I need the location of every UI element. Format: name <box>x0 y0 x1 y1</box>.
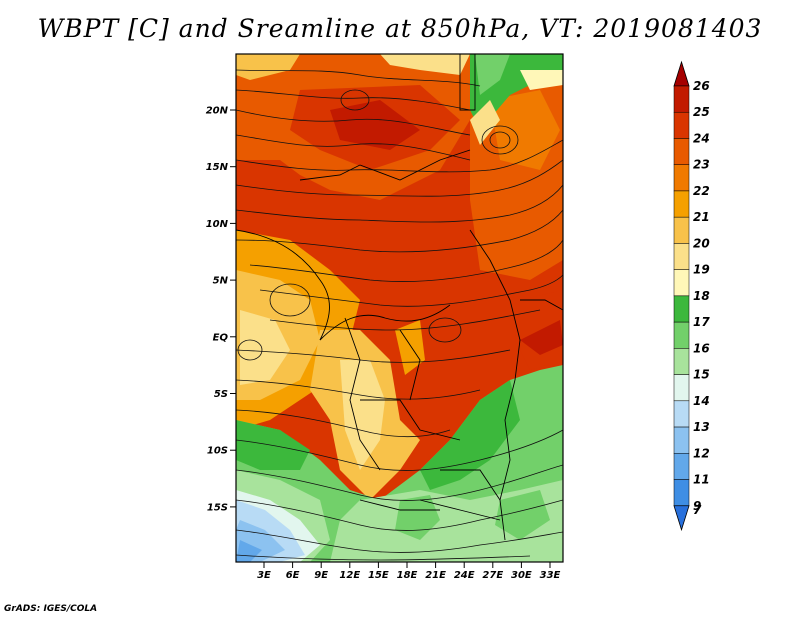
lat-tick-label: 20N <box>206 106 229 117</box>
colorbar-segment <box>673 321 690 349</box>
colorbar-segment <box>673 269 690 297</box>
map-frame <box>235 53 564 563</box>
colorbar-segment <box>673 243 690 270</box>
colorbar-label: 16 <box>693 341 710 355</box>
lat-tick-label: 5S <box>214 389 228 400</box>
lat-tick-label: 15N <box>206 162 229 173</box>
colorbar-label: 7 <box>693 503 702 517</box>
longitude-axis: 3E 6E 9E 12E 15E 18E 21E 24E 27E 30E 33E <box>257 562 561 581</box>
lon-tick-label: 12E <box>339 570 360 581</box>
colorbar-label: 22 <box>693 184 710 198</box>
lon-tick-label: 27E <box>482 570 503 581</box>
colorbar-segment <box>673 190 690 218</box>
colorbar-segment <box>673 426 690 454</box>
wbpt-field <box>236 54 563 562</box>
colorbar-segment <box>673 111 690 139</box>
lon-tick-label: 9E <box>314 570 328 581</box>
lat-tick-label: 10N <box>206 219 229 230</box>
lat-tick-label: 15S <box>207 502 228 513</box>
colorbar-label: 14 <box>693 394 710 408</box>
map-title: WBPT [C] and Sreamline at 850hPa, VT: 20… <box>37 14 763 43</box>
lon-tick-label: 24E <box>454 570 475 581</box>
colorbar-label: 9 <box>693 499 701 513</box>
colorbar-segment <box>673 400 690 428</box>
colorbar-label: 12 <box>693 446 710 460</box>
lon-tick-label: 18E <box>397 570 418 581</box>
colorbar-label: 13 <box>693 420 710 434</box>
grads-credit: GrADS: IGES/COLA <box>4 604 98 614</box>
colorbar-label: 25 <box>693 105 710 119</box>
colorbar-bottom-arrow <box>673 505 690 532</box>
lon-tick-label: 33E <box>540 570 561 581</box>
colorbar-top-arrow <box>673 60 690 87</box>
colorbar-label: 23 <box>693 158 710 172</box>
lon-tick-label: 15E <box>368 570 389 581</box>
colorbar-label: 19 <box>693 263 710 277</box>
colorbar-label: 24 <box>693 131 710 145</box>
lon-tick-label: 6E <box>286 570 300 581</box>
colorbar-segment <box>673 138 690 165</box>
lon-tick-label: 21E <box>425 570 446 581</box>
colorbar-label: 26 <box>693 79 710 93</box>
colorbar: 26 25 24 23 22 21 20 19 18 17 16 15 14 13 12 11 97 <box>673 60 710 532</box>
lon-tick-label: 3E <box>257 570 271 581</box>
colorbar-segment <box>673 85 690 113</box>
colorbar-segment <box>673 453 690 480</box>
colorbar-label: 18 <box>693 289 710 303</box>
colorbar-label: 15 <box>693 368 710 382</box>
colorbar-label: 21 <box>693 210 710 224</box>
colorbar-segment <box>673 374 690 402</box>
lat-tick-label: 5N <box>213 276 229 287</box>
colorbar-label: 20 <box>693 236 710 250</box>
colorbar-segment <box>673 295 690 323</box>
colorbar-segment <box>673 479 690 507</box>
latitude-axis: 20N 15N 10N 5N EQ 5S 10S 15S <box>206 106 236 513</box>
lat-tick-label: EQ <box>213 332 229 343</box>
colorbar-segment <box>673 348 690 375</box>
colorbar-label: 11 <box>693 473 710 487</box>
colorbar-segment <box>673 216 690 244</box>
country-borders <box>236 54 563 541</box>
colorbar-label: 17 <box>693 315 710 329</box>
lon-tick-label: 30E <box>511 570 532 581</box>
colorbar-segment <box>673 164 690 192</box>
lat-tick-label: 10S <box>207 446 228 457</box>
